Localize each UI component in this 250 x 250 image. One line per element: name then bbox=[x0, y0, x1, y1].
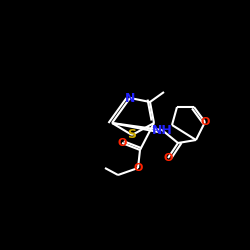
Text: O: O bbox=[200, 117, 210, 127]
Text: O: O bbox=[133, 163, 143, 173]
Text: N: N bbox=[125, 92, 135, 104]
Text: NH: NH bbox=[152, 124, 172, 136]
Text: O: O bbox=[117, 138, 127, 148]
Text: S: S bbox=[128, 128, 136, 141]
Text: O: O bbox=[163, 153, 173, 163]
